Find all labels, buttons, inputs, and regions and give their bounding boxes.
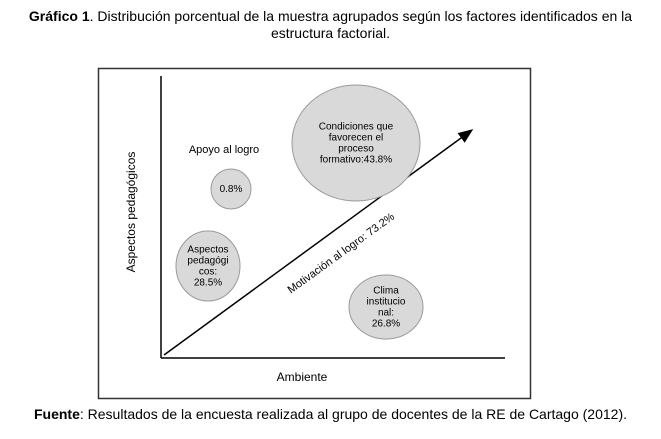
- bubble-label-line: Aspectos: [187, 245, 228, 256]
- bubble-label-line: institucio: [367, 297, 406, 308]
- frame: [97, 67, 532, 400]
- bubble-label-line: 0.8%: [220, 184, 243, 195]
- bubble-label-line: 26.8%: [372, 319, 400, 330]
- source-label: Fuente: [33, 406, 80, 422]
- bubble: [291, 84, 421, 202]
- bubble-label-line: Clima: [373, 286, 399, 297]
- bubble-label-line: favorecen el: [329, 133, 383, 144]
- bubble: [175, 230, 241, 302]
- bubble-label-line: formativo:43.8%: [320, 155, 392, 166]
- bubble-label-line: pedagógi: [187, 256, 228, 267]
- arrow: [163, 129, 474, 356]
- caption: Gráfico 1. Distribución porcentual de la…: [12, 8, 649, 42]
- bubble-label-line: Condiciones que: [319, 122, 394, 133]
- bubble-label-line: 28.5%: [194, 278, 222, 289]
- outside-label: Apoyo al logro: [189, 144, 259, 156]
- bubble: [210, 168, 252, 210]
- bubble-label-line: proceso: [338, 144, 374, 155]
- bubble-label-line: cos:: [199, 267, 217, 278]
- bubble-label: Clima institucio nal: 26.8%: [367, 286, 406, 330]
- y-axis-label: Aspectos pedagógicos: [124, 152, 138, 273]
- bubble-label-line: nal:: [378, 308, 394, 319]
- bubble-label: Aspectos pedagógi cos: 28.5%: [187, 245, 228, 289]
- bubble: [348, 274, 424, 340]
- caption-text: . Distribución porcentual de la muestra …: [89, 8, 633, 41]
- source-text: : Resultados de la encuesta realizada al…: [79, 406, 628, 422]
- bubble-label: Condiciones que favorecen el proceso format…: [319, 122, 394, 166]
- caption-label: Gráfico 1: [28, 8, 90, 24]
- source: Fuente: Resultados de la encuesta realiz…: [0, 406, 661, 422]
- x-axis-label: Ambiente: [277, 370, 328, 384]
- bubble-label: 0.8%: [220, 184, 243, 195]
